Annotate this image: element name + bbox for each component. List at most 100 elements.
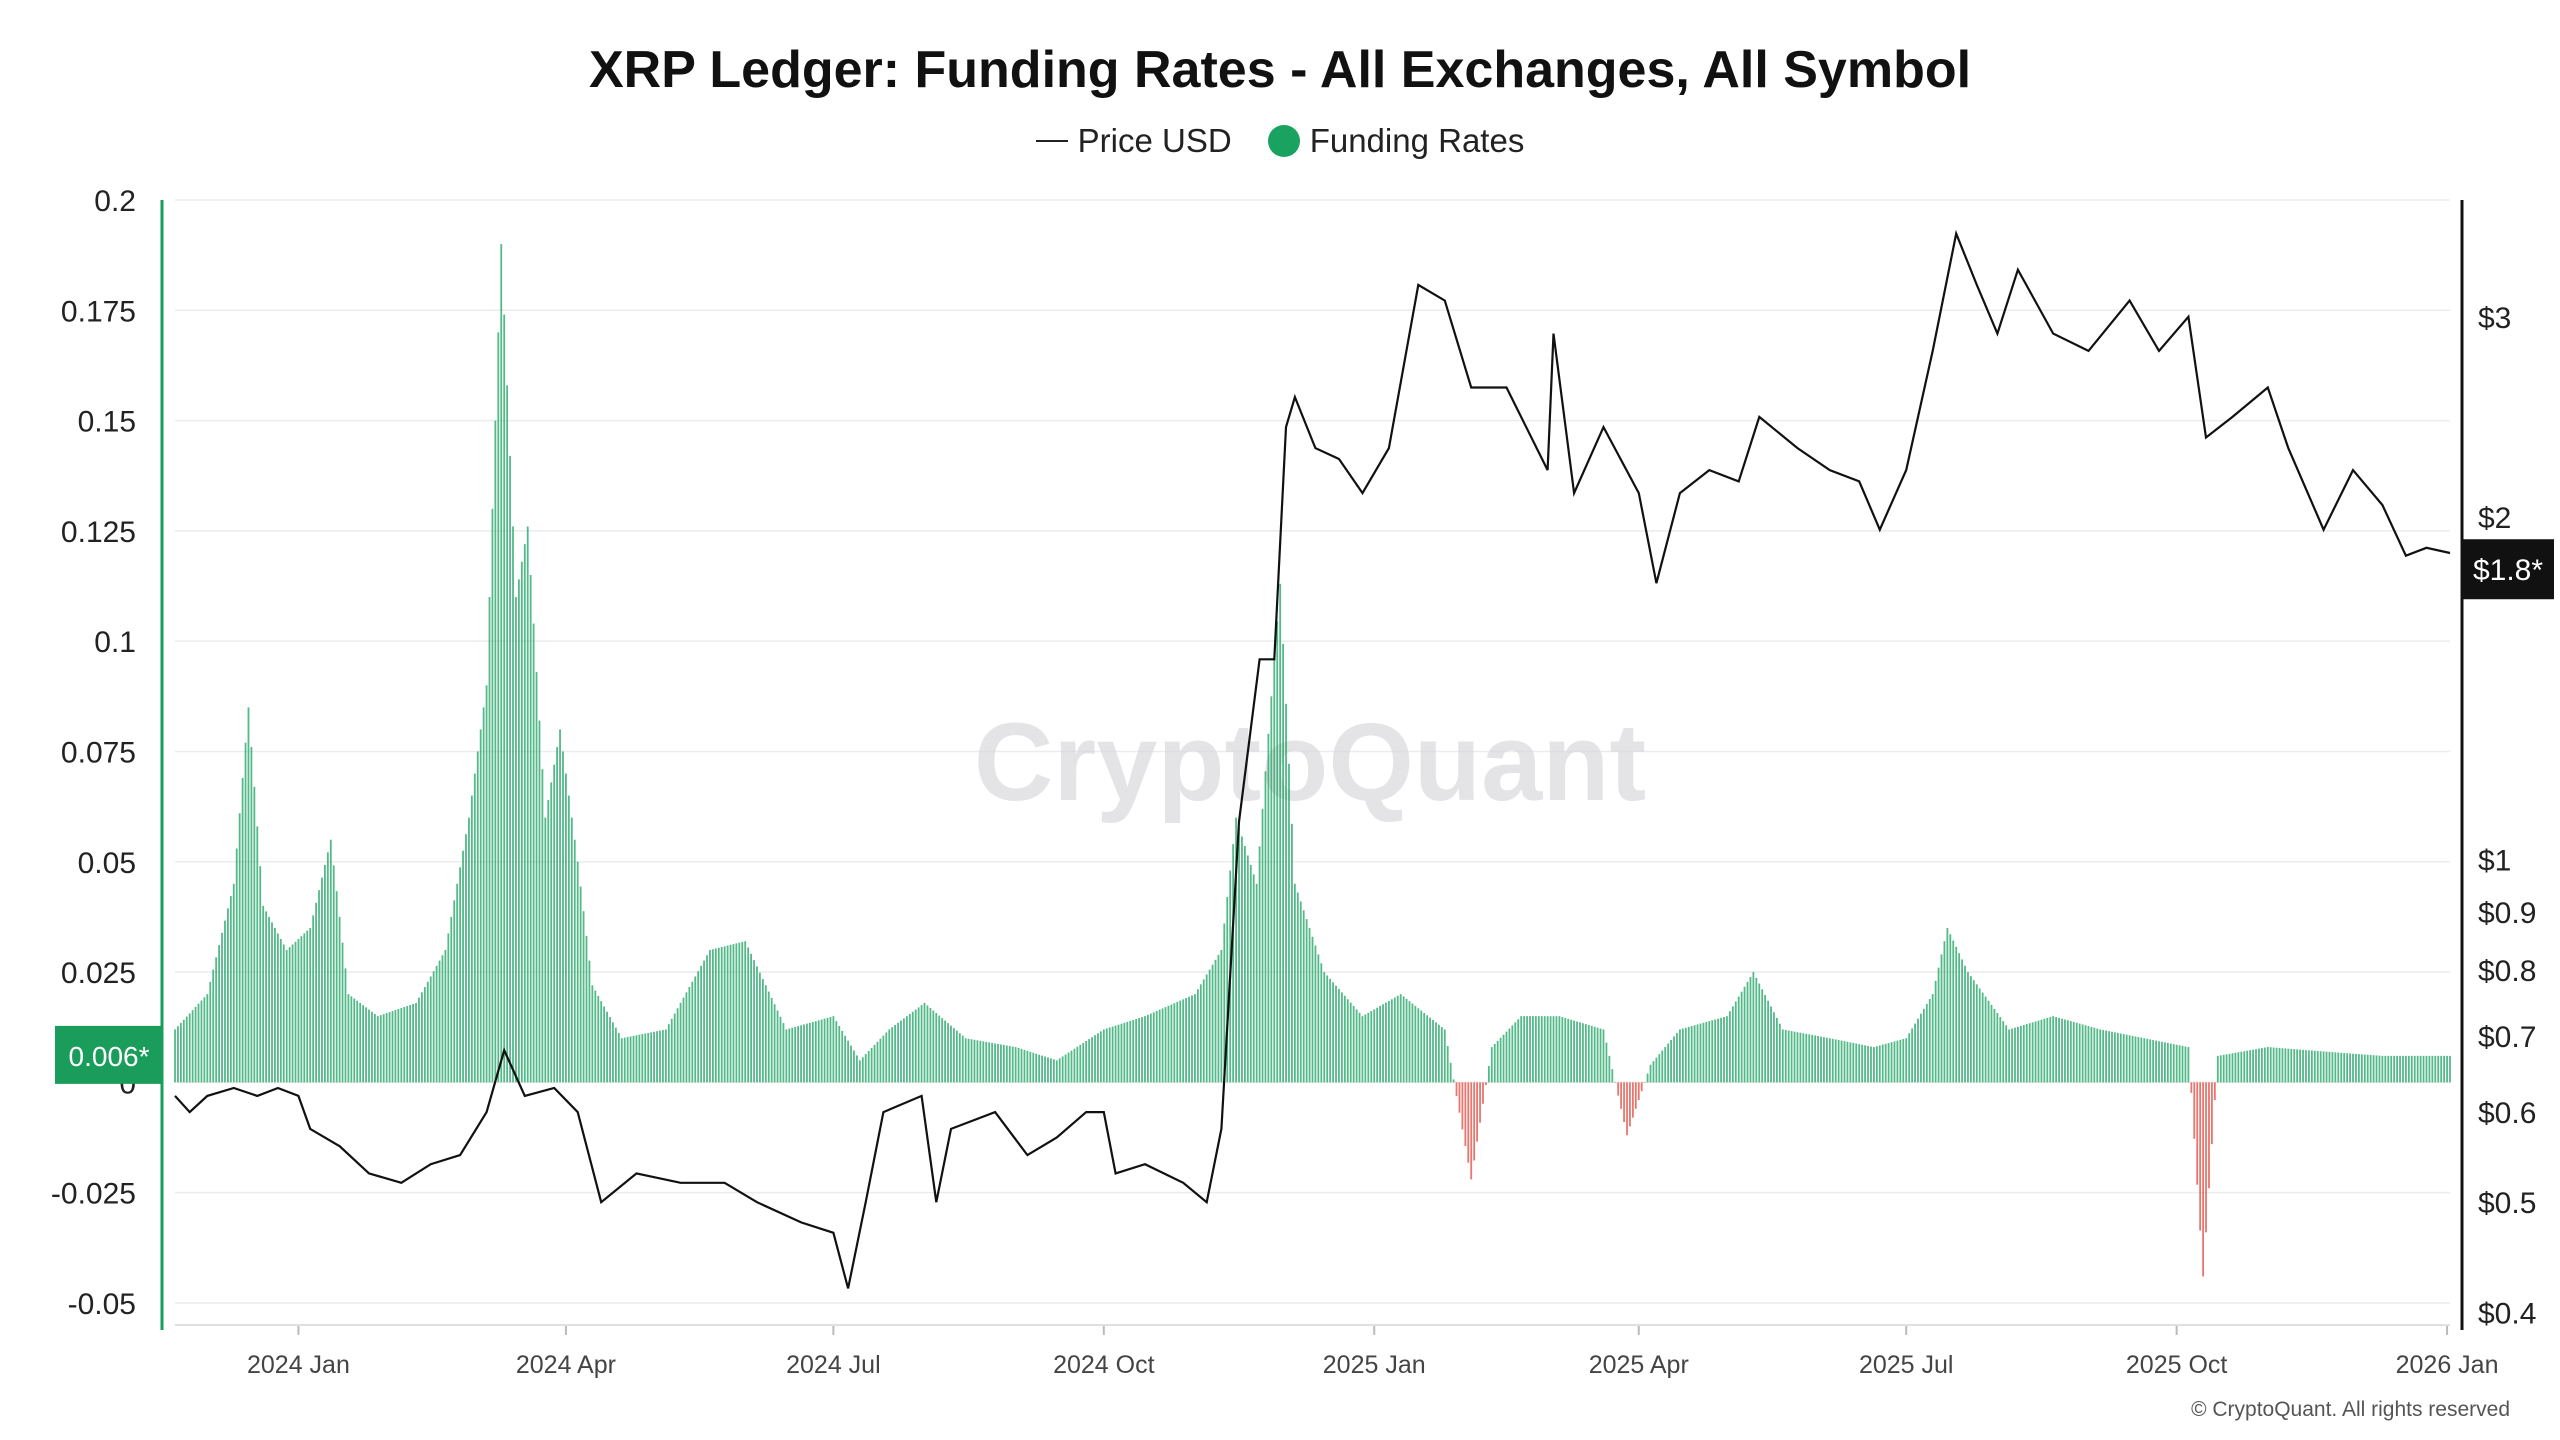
funding-bar (1000, 1044, 1002, 1083)
funding-bar (1473, 1082, 1476, 1161)
funding-bar (1326, 975, 1329, 1083)
funding-bar (1440, 1027, 1443, 1083)
funding-bar (2064, 1019, 2066, 1083)
funding-bar (1520, 1016, 1523, 1083)
funding-bar (1085, 1040, 1088, 1083)
funding-bar (1758, 983, 1761, 1083)
copyright-footer: © CryptoQuant. All rights reserved (2191, 1398, 2510, 1421)
funding-bar (573, 839, 576, 1083)
funding-bar (512, 526, 514, 1083)
funding-bar (676, 1008, 679, 1083)
funding-bar (1731, 1006, 1734, 1083)
funding-bar (426, 981, 429, 1083)
funding-bar (576, 861, 579, 1083)
funding-bar (1840, 1040, 1843, 1083)
funding-bar (2108, 1031, 2110, 1083)
funding-bar (747, 947, 750, 1083)
funding-bar (2296, 1049, 2299, 1083)
funding-bar (350, 996, 353, 1083)
funding-bar (603, 1006, 606, 1083)
funding-bar (914, 1009, 917, 1083)
funding-bar (1534, 1016, 1537, 1083)
funding-bar (1908, 1033, 1911, 1083)
funding-bar (1076, 1046, 1079, 1083)
funding-bar (955, 1030, 958, 1083)
funding-bar (338, 916, 341, 1083)
funding-bar (1029, 1051, 1032, 1083)
funding-bar (1044, 1056, 1046, 1083)
funding-bar (1881, 1044, 1884, 1083)
funding-bar (1699, 1023, 1702, 1083)
funding-bar (985, 1041, 988, 1083)
funding-bar (1393, 997, 1396, 1083)
funding-bar (1020, 1048, 1023, 1083)
funding-bar (1179, 1000, 1182, 1083)
funding-bar (1476, 1082, 1478, 1142)
funding-bar (1211, 964, 1214, 1083)
funding-bar (359, 1002, 362, 1083)
funding-bar (1155, 1010, 1158, 1083)
funding-bar (303, 933, 306, 1083)
funding-bar (315, 902, 317, 1083)
x-tick-label: 2025 Apr (1589, 1351, 1689, 1379)
funding-bar (309, 927, 312, 1083)
funding-bar (614, 1027, 617, 1083)
funding-bar (1773, 1012, 1775, 1083)
funding-bar (385, 1013, 388, 1083)
funding-bar (953, 1028, 955, 1083)
funding-bar (1114, 1025, 1117, 1083)
funding-bar (2019, 1025, 2022, 1083)
x-tick-label: 2025 Jan (1323, 1351, 1426, 1379)
funding-bar (2275, 1047, 2278, 1083)
funding-bar (903, 1018, 905, 1083)
funding-bar (1676, 1032, 1678, 1083)
funding-bar (1673, 1036, 1675, 1083)
x-tick-label: 2025 Oct (2126, 1351, 2228, 1379)
x-tick-label: 2026 Jan (2396, 1351, 2499, 1379)
funding-bar (729, 944, 732, 1083)
funding-bar (958, 1033, 961, 1083)
funding-bar (759, 972, 761, 1083)
funding-bar (1634, 1082, 1637, 1109)
legend-item-funding[interactable]: Funding Rates (1267, 122, 1524, 160)
funding-bar (1285, 703, 1287, 1083)
funding-bar (470, 795, 473, 1083)
funding-bar (653, 1031, 656, 1083)
funding-bar (632, 1035, 635, 1083)
funding-bar (2146, 1038, 2149, 1083)
funding-bar (2081, 1024, 2084, 1083)
legend-item-price[interactable]: Price USD (1035, 122, 1232, 160)
funding-bar (432, 971, 435, 1083)
funding-bar (1490, 1047, 1493, 1083)
funding-bar (1461, 1082, 1464, 1130)
funding-bar (606, 1011, 608, 1083)
funding-bar (1517, 1019, 1520, 1083)
funding-bar (858, 1060, 861, 1083)
funding-bar (1529, 1016, 1531, 1083)
funding-bar (2405, 1055, 2407, 1083)
funding-bar (1205, 974, 1208, 1083)
funding-bar (1705, 1021, 1708, 1083)
funding-bar (791, 1027, 794, 1083)
funding-bar (1723, 1017, 1725, 1083)
funding-bar (879, 1038, 882, 1083)
funding-bar (1147, 1014, 1149, 1083)
funding-bar (1052, 1059, 1055, 1083)
funding-bar (1573, 1020, 1575, 1083)
funding-bar (532, 623, 535, 1083)
funding-bar (1549, 1016, 1552, 1083)
funding-bar (2387, 1055, 2390, 1083)
funding-bar (194, 1006, 197, 1083)
funding-bar (1940, 954, 1943, 1083)
funding-bar (412, 1003, 414, 1083)
funding-bar (1658, 1054, 1661, 1083)
y-right-tick-label: $0.4 (2478, 1297, 2536, 1330)
funding-bar (2393, 1055, 2396, 1083)
funding-bar (2293, 1049, 2296, 1083)
funding-bar (2216, 1055, 2219, 1083)
funding-bar (2211, 1082, 2213, 1145)
funding-bar (1931, 994, 1934, 1083)
funding-bar (1361, 1016, 1364, 1083)
funding-bar (274, 927, 276, 1083)
funding-bar (873, 1044, 876, 1083)
